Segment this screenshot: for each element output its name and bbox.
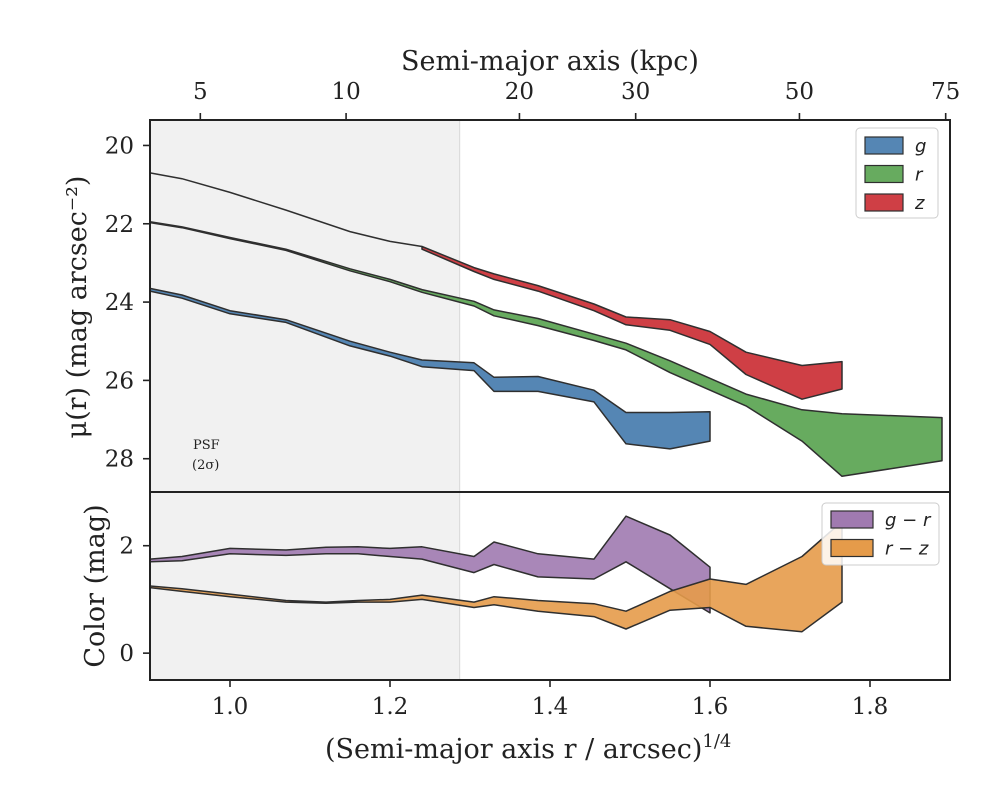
psf-sigma-label: (2σ) — [192, 458, 219, 473]
legend-label-profile-z: z — [914, 193, 925, 214]
color-y-tick-label-0: 0 — [119, 641, 134, 667]
top-tick-label-5: 75 — [931, 79, 960, 105]
series-layer — [149, 172, 943, 633]
x-axis-title-main: (Semi-major axis r / arcsec) — [325, 734, 702, 765]
profile-upper-edge-line — [149, 172, 423, 248]
legend-swatch-color-gr — [830, 510, 874, 529]
profile-y-axis-title: μ(r) (mag arcsec⁻²) — [62, 176, 93, 439]
top-tick-label-2: 20 — [505, 79, 534, 105]
profile-y-tick-label-1: 22 — [105, 212, 134, 238]
x-tick-label-4: 1.8 — [852, 694, 889, 720]
legend-label-profile-g: g — [915, 136, 926, 157]
x-tick-label-1: 1.2 — [372, 694, 409, 720]
top-axis-title: Semi-major axis (kpc) — [401, 46, 699, 77]
color-y-axis-title: Color (mag) — [80, 504, 111, 667]
profile-y-tick-label-2: 24 — [105, 290, 134, 316]
top-tick-label-0: 5 — [193, 79, 208, 105]
legend-swatch-profile-z — [864, 193, 904, 212]
x-tick-label-2: 1.4 — [532, 694, 569, 720]
ticks-layer: 1.0 1.2 1.4 1.6 1.8 5 10 20 30 50 75 20 22 24 26 28 0 2 — [105, 79, 961, 720]
legend-swatch-profile-r — [864, 164, 904, 184]
top-tick-label-4: 50 — [785, 79, 814, 105]
profile-y-tick-label-0: 20 — [105, 133, 134, 159]
x-axis-title: (Semi-major axis r / arcsec)1/4 — [325, 731, 731, 765]
profile-y-tick-label-4: 28 — [105, 447, 134, 473]
top-tick-label-3: 30 — [621, 79, 650, 105]
band-profile-z-2 — [421, 245, 843, 400]
legend-swatch-profile-g — [864, 136, 904, 155]
psf-label: PSF — [193, 438, 220, 453]
x-axis-title-exponent: 1/4 — [702, 731, 731, 752]
legends-layer: grz g − r r − z — [821, 127, 940, 566]
band-color-rz-1 — [149, 520, 843, 633]
psf-region-fill — [150, 120, 460, 680]
band-color-gr-0 — [149, 515, 711, 614]
psf-shaded-region — [150, 120, 461, 680]
color-y-tick-label-1: 2 — [119, 534, 134, 560]
top-tick-label-1: 10 — [331, 79, 360, 105]
x-tick-label-0: 1.0 — [212, 694, 249, 720]
legend-swatch-color-rz — [830, 538, 874, 558]
profile-y-tick-label-3: 26 — [105, 368, 134, 394]
legend-label-color-rz: r − z — [885, 539, 929, 560]
x-tick-label-3: 1.6 — [692, 694, 729, 720]
legend-label-profile-r: r — [915, 165, 924, 186]
legend-label-color-gr: g − r — [885, 510, 932, 531]
band-profile-g-0 — [149, 287, 711, 450]
band-profile-r-1 — [149, 221, 943, 478]
